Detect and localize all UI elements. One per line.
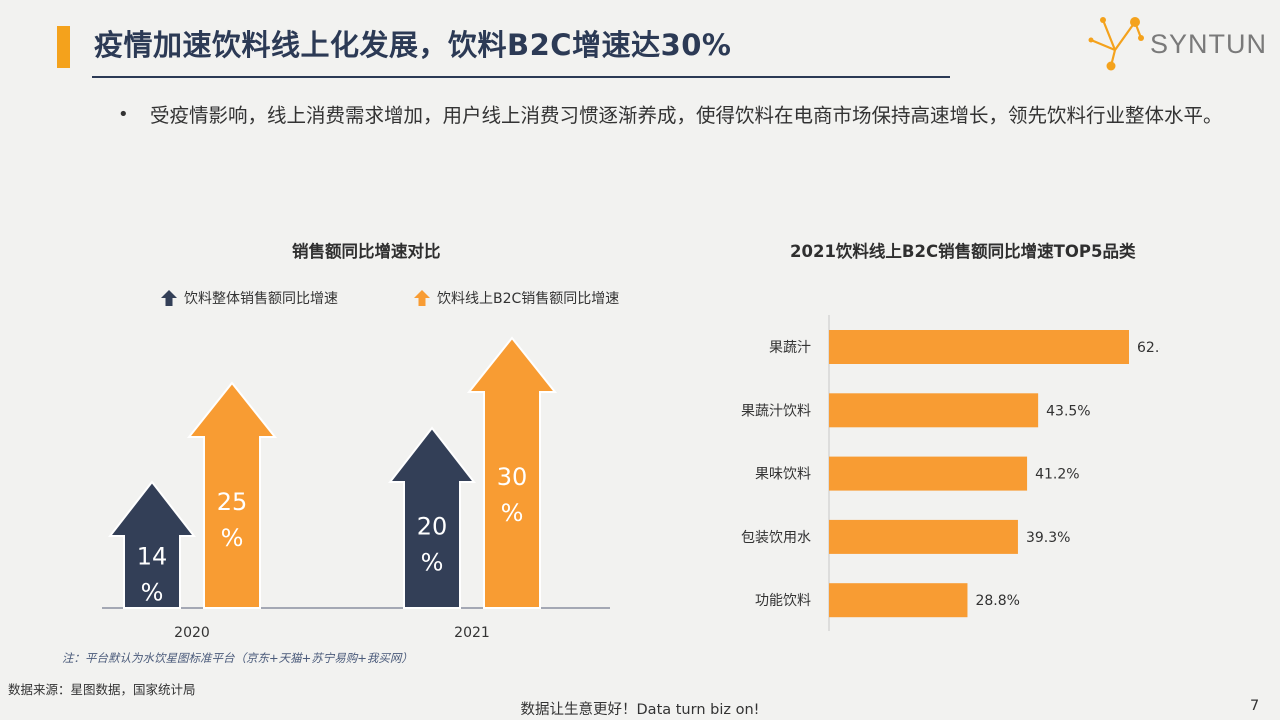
- right-bar-chart: 果蔬汁 62.4% 果蔬汁饮料 43.5% 果味饮料 41.2% 包装饮用水 39.3% 功能饮…: [741, 315, 1160, 631]
- page-number: 7: [1250, 698, 1260, 714]
- value-label-number: 20: [417, 513, 448, 541]
- category-label: 果蔬汁: [769, 340, 811, 356]
- arrow-bar-2020-0: [107, 480, 197, 609]
- data-source: 数据来源：星图数据，国家统计局: [8, 682, 196, 697]
- bar-包装饮用水: [829, 519, 1018, 554]
- value-label-number: 25: [217, 488, 248, 516]
- value-label: 62.4%: [1137, 340, 1160, 356]
- legend-item-b2c: 饮料线上B2C销售额同比增速: [413, 288, 619, 308]
- value-label-percent: %: [221, 524, 244, 552]
- value-label: 41.2%: [1035, 467, 1079, 483]
- logo-wordmark: SYNTUN: [1150, 29, 1268, 59]
- title-underline: [92, 76, 950, 78]
- platform-note: 注：平台默认为水饮星图标准平台（京东+天猫+苏宁易购+我买网）: [62, 651, 413, 665]
- right-chart-title: 2021饮料线上B2C销售额同比增速TOP5品类: [790, 242, 1136, 261]
- arrow-bar-2021-0: [387, 426, 477, 609]
- bar-果蔬汁: [829, 330, 1129, 364]
- legend-label-overall: 饮料整体销售额同比增速: [184, 291, 338, 307]
- legend-label-b2c: 饮料线上B2C销售额同比增速: [437, 291, 620, 307]
- category-label: 果蔬汁饮料: [741, 403, 811, 419]
- category-label: 果味饮料: [755, 467, 811, 483]
- bar-果味饮料: [829, 456, 1028, 491]
- category-label-2021: 2021: [454, 625, 490, 641]
- left-chart-title: 销售额同比增速对比: [292, 242, 441, 261]
- value-label: 43.5%: [1046, 403, 1090, 419]
- bar-果蔬汁饮料: [829, 393, 1039, 428]
- bullet-text: 受疫情影响，线上消费需求增加，用户线上消费习惯逐渐养成，使得饮料在电商市场保持高…: [150, 104, 1223, 127]
- arrow-bar-2021-1: [466, 336, 558, 609]
- legend-orange-arrow-icon: [414, 290, 430, 306]
- category-label: 功能饮料: [755, 593, 811, 609]
- title-accent-bar: [57, 26, 70, 68]
- footer-slogan: 数据让生意更好！Data turn biz on!: [520, 702, 760, 718]
- value-label: 39.3%: [1026, 530, 1070, 546]
- bar-功能饮料: [829, 583, 968, 618]
- bullet-icon: •: [118, 104, 129, 125]
- value-label-percent: %: [501, 499, 524, 527]
- legend-item-overall: 饮料整体销售额同比增速: [160, 288, 338, 308]
- value-label-percent: %: [141, 578, 164, 606]
- category-label-2020: 2020: [174, 625, 210, 641]
- syntun-logo-icon: [1088, 17, 1144, 71]
- value-label-percent: %: [421, 549, 444, 577]
- value-label: 28.8%: [975, 593, 1019, 609]
- page-title: 疫情加速饮料线上化发展，饮料B2C增速达30%: [94, 28, 732, 62]
- value-label-number: 30: [497, 463, 528, 491]
- legend-navy-arrow-icon: [161, 290, 177, 306]
- value-label-number: 14: [137, 542, 168, 570]
- arrow-bar-2020-1: [186, 381, 278, 609]
- category-label: 包装饮用水: [741, 530, 811, 546]
